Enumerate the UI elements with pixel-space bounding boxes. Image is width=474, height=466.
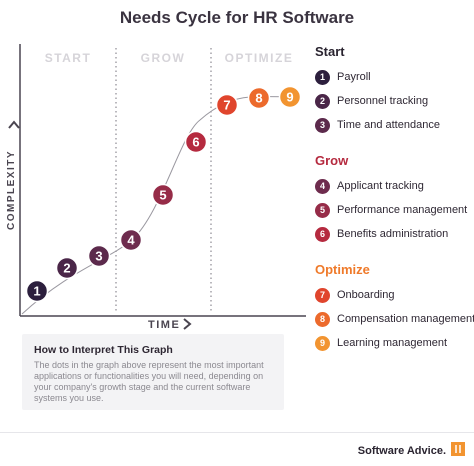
footer-divider xyxy=(0,432,474,433)
legend-item-label: Time and attendance xyxy=(337,119,440,131)
legend-item-label: Learning management xyxy=(337,337,448,349)
legend-item-number: 9 xyxy=(315,335,330,351)
graph-node-number: 5 xyxy=(159,188,166,203)
legend-item-label: Benefits administration xyxy=(337,228,449,240)
graph-node-circle xyxy=(55,256,79,280)
legend-item-number: 6 xyxy=(315,226,330,242)
graph-node-circle xyxy=(25,279,49,303)
legend-item: 3 Time and attendance xyxy=(315,113,474,137)
brand-logo-text: Software Advice. xyxy=(357,445,446,457)
graph-node-circle xyxy=(87,244,111,268)
legend: Start 1 Payroll 2 Personnel tracking 3 Time an… xyxy=(315,44,474,371)
graph-node-7: 7 xyxy=(215,93,239,117)
legend-item-label: Performance management xyxy=(337,204,468,216)
y-axis-label: COMPLEXITY xyxy=(6,150,17,230)
x-axis-label: TIME xyxy=(148,319,180,331)
graph-node-circle xyxy=(247,86,271,110)
legend-item-label: Personnel tracking xyxy=(337,95,429,107)
legend-item-number: 8 xyxy=(315,311,330,327)
legend-item-label: Payroll xyxy=(337,71,371,83)
graph-node-circle xyxy=(119,228,143,252)
legend-item-number: 2 xyxy=(315,93,330,109)
graph-node-4: 4 xyxy=(119,228,143,252)
graph-node-9: 9 xyxy=(278,85,302,109)
legend-item: 2 Personnel tracking xyxy=(315,89,474,113)
graph-node-number: 1 xyxy=(33,284,40,299)
graph-node-circle xyxy=(215,93,239,117)
graph-node-1: 1 xyxy=(25,279,49,303)
graph-node-6: 6 xyxy=(184,130,208,154)
legend-item: 5 Performance management xyxy=(315,198,474,222)
legend-item: 6 Benefits administration xyxy=(315,222,474,246)
graph-node-8: 8 xyxy=(247,86,271,110)
brand-logo-icon xyxy=(451,442,465,456)
graph-node-number: 8 xyxy=(255,91,262,106)
x-axis-arrow-icon xyxy=(183,318,192,330)
legend-item-number: 3 xyxy=(315,117,330,133)
phase-label-optimize: OPTIMIZE xyxy=(225,51,294,65)
graph-node-number: 6 xyxy=(192,135,199,150)
phase-label-grow: GROW xyxy=(141,51,186,65)
legend-group-start: Start 1 Payroll 2 Personnel tracking 3 Time an… xyxy=(315,44,474,137)
legend-item-label: Applicant tracking xyxy=(337,180,424,192)
legend-group-title: Start xyxy=(315,44,345,59)
legend-item-number: 7 xyxy=(315,287,330,303)
phase-label-start: START xyxy=(45,51,92,65)
graph-node-3: 3 xyxy=(87,244,111,268)
legend-group-grow: Grow 4 Applicant tracking 5 Performance mana… xyxy=(315,153,474,246)
interpret-box: How to Interpret This Graph The dots in … xyxy=(22,334,284,410)
legend-group-optimize: Optimize 7 Onboarding 8 Compensation managem… xyxy=(315,262,474,355)
graph-node-2: 2 xyxy=(55,256,79,280)
legend-item: 9 Learning management xyxy=(315,331,474,355)
legend-item: 8 Compensation management xyxy=(315,307,474,331)
graph-node-number: 9 xyxy=(286,90,293,105)
interpret-body: The dots in the graph above represent th… xyxy=(34,360,264,403)
legend-item-number: 5 xyxy=(315,202,330,218)
legend-item: 7 Onboarding xyxy=(315,283,474,307)
legend-group-title: Optimize xyxy=(315,262,370,277)
graph-node-number: 4 xyxy=(127,233,135,248)
legend-item: 1 Payroll xyxy=(315,65,474,89)
graph-node-number: 2 xyxy=(63,261,70,276)
legend-item: 4 Applicant tracking xyxy=(315,174,474,198)
legend-item-number: 4 xyxy=(315,178,330,194)
legend-item-number: 1 xyxy=(315,69,330,85)
legend-item-label: Onboarding xyxy=(337,289,395,301)
graph-node-5: 5 xyxy=(151,183,175,207)
interpret-title: How to Interpret This Graph xyxy=(34,344,173,356)
legend-item-label: Compensation management xyxy=(337,313,474,325)
page-title: Needs Cycle for HR Software xyxy=(119,8,355,27)
y-axis-arrow-icon xyxy=(8,120,20,129)
legend-group-title: Grow xyxy=(315,153,349,168)
graph-node-number: 3 xyxy=(95,249,102,264)
graph-node-circle xyxy=(151,183,175,207)
graph-node-circle xyxy=(278,85,302,109)
graph-node-circle xyxy=(184,130,208,154)
graph-node-number: 7 xyxy=(223,98,230,113)
